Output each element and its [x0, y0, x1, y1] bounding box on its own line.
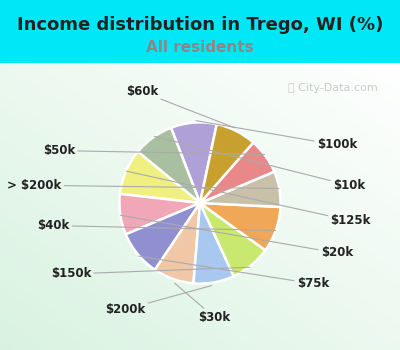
Text: $40k: $40k	[37, 219, 276, 232]
Wedge shape	[200, 203, 280, 250]
Text: $75k: $75k	[139, 256, 329, 290]
Wedge shape	[171, 122, 217, 203]
Wedge shape	[155, 203, 200, 284]
Text: $10k: $10k	[154, 136, 365, 192]
Text: $50k: $50k	[43, 144, 264, 157]
Text: $20k: $20k	[120, 215, 353, 259]
Wedge shape	[200, 203, 265, 276]
Wedge shape	[126, 203, 200, 270]
Text: $60k: $60k	[126, 85, 235, 128]
Wedge shape	[138, 128, 200, 203]
Wedge shape	[200, 172, 281, 207]
Text: Income distribution in Trego, WI (%): Income distribution in Trego, WI (%)	[17, 16, 383, 34]
Text: ⓘ City-Data.com: ⓘ City-Data.com	[288, 83, 378, 93]
Text: $100k: $100k	[196, 121, 357, 152]
Text: $125k: $125k	[126, 171, 371, 227]
Wedge shape	[200, 142, 274, 203]
Text: > $200k: > $200k	[7, 179, 279, 192]
Wedge shape	[119, 194, 200, 234]
Wedge shape	[194, 203, 234, 284]
Wedge shape	[200, 124, 253, 203]
Text: $30k: $30k	[175, 283, 230, 324]
Text: $200k: $200k	[105, 286, 212, 316]
Text: $150k: $150k	[51, 267, 250, 280]
Wedge shape	[120, 152, 200, 203]
Text: All residents: All residents	[146, 40, 254, 55]
